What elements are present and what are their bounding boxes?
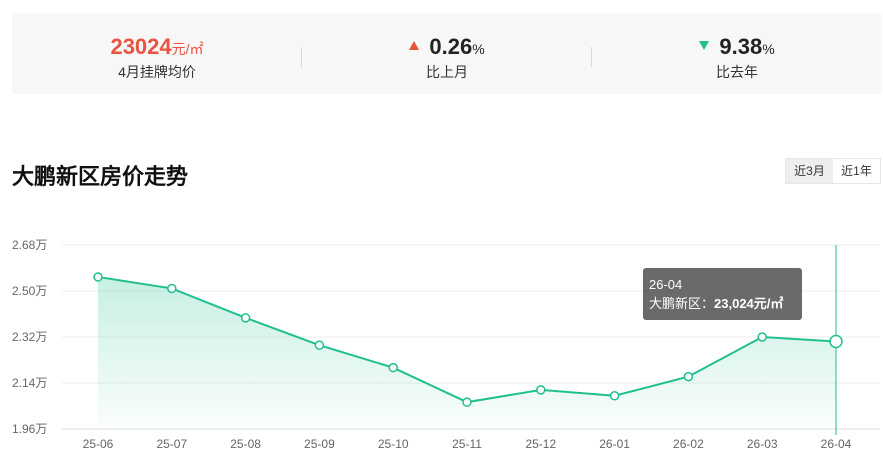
data-point bbox=[757, 332, 767, 342]
section-title: 大鹏新区房价走势 bbox=[12, 164, 189, 189]
avg-price-label: 4月挂牌均价 bbox=[118, 64, 196, 80]
x-tick-label: 26-04 bbox=[821, 437, 852, 451]
x-tick-label: 25-09 bbox=[304, 437, 335, 451]
yoy-stat: 9.38% 比去年 bbox=[592, 14, 882, 94]
range-3m-button[interactable]: 近3月 bbox=[786, 159, 833, 183]
yoy-value: 9.38 bbox=[719, 34, 763, 59]
data-point bbox=[683, 371, 694, 382]
range-1y-button[interactable]: 近1年 bbox=[841, 164, 872, 178]
divider bbox=[591, 47, 592, 67]
series-area bbox=[98, 276, 836, 429]
avg-price-stat: 23024元/㎡ 4月挂牌均价 bbox=[12, 14, 302, 94]
data-point bbox=[93, 272, 103, 282]
yoy-unit: % bbox=[762, 41, 775, 57]
tooltip-value: 23,024元/㎡ bbox=[714, 296, 784, 311]
y-tick-label: 2.50万 bbox=[12, 284, 47, 298]
data-point bbox=[167, 283, 177, 294]
x-tick-label: 25-07 bbox=[156, 437, 187, 451]
y-tick-label: 2.14万 bbox=[12, 376, 47, 390]
avg-price-unit: 元/㎡ bbox=[171, 41, 204, 57]
price-trend-chart: 1.96万 2.14万 2.32万 2.50万 2.68万 25-06 25-07 25-0… bbox=[12, 238, 880, 451]
arrow-down-icon bbox=[699, 40, 710, 50]
x-tick-label: 26-03 bbox=[747, 437, 778, 451]
tooltip-period: 26-04 bbox=[649, 277, 683, 292]
avg-price-value: 23024 bbox=[110, 34, 172, 59]
x-tick-label: 25-11 bbox=[452, 437, 482, 451]
x-tick-label: 26-01 bbox=[599, 437, 630, 451]
data-point bbox=[314, 340, 325, 350]
data-point bbox=[609, 391, 620, 401]
x-tick-label: 25-12 bbox=[525, 437, 556, 451]
mom-value: 0.26 bbox=[429, 34, 473, 59]
tooltip-series: 大鹏新区： bbox=[649, 296, 715, 311]
arrow-up-icon bbox=[409, 40, 420, 50]
mom-label: 比上月 bbox=[426, 64, 468, 80]
range-toggle: 近3月 近1年 bbox=[785, 158, 881, 184]
mom-unit: % bbox=[472, 41, 485, 57]
x-tick-label: 25-06 bbox=[83, 437, 114, 451]
divider bbox=[301, 47, 302, 67]
data-point bbox=[388, 362, 398, 373]
data-point bbox=[240, 313, 251, 323]
mom-stat: 0.26% 比上月 bbox=[302, 14, 592, 94]
yoy-label: 比去年 bbox=[716, 64, 758, 80]
y-tick-label: 1.96万 bbox=[12, 422, 47, 436]
data-point bbox=[462, 397, 472, 407]
y-tick-label: 2.32万 bbox=[12, 330, 47, 344]
chart-tooltip: 26-04 大鹏新区：23,024元/㎡ bbox=[643, 268, 802, 320]
data-point bbox=[829, 334, 843, 349]
x-tick-label: 26-02 bbox=[673, 437, 704, 451]
y-tick-label: 2.68万 bbox=[12, 238, 47, 252]
data-point bbox=[536, 385, 546, 395]
stats-panel: 23024元/㎡ 4月挂牌均价 0.26% 比上月 9.38% 比去年 bbox=[12, 14, 882, 94]
x-tick-label: 25-08 bbox=[230, 437, 261, 451]
x-tick-label: 25-10 bbox=[378, 437, 409, 451]
